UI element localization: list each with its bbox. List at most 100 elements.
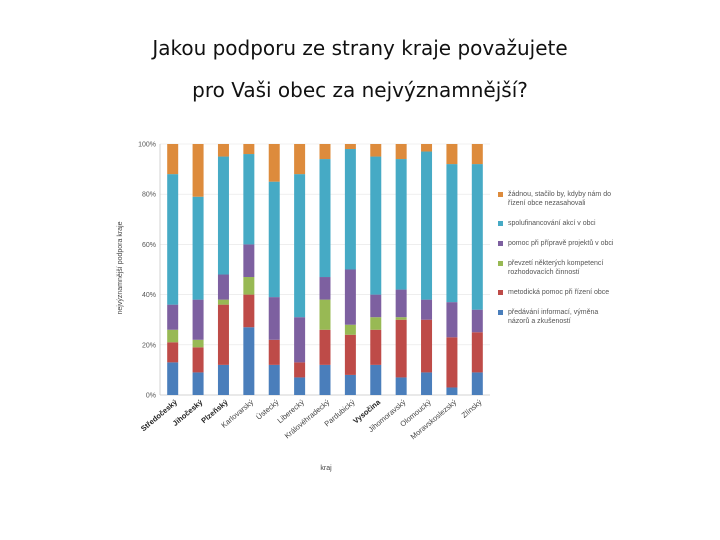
bar-segment: [167, 329, 179, 343]
bar-segment: [268, 144, 280, 182]
y-axis-label: nejvýznamnější podpora kraje: [117, 221, 124, 314]
legend-swatch: [498, 221, 503, 226]
bar-segment: [471, 144, 483, 165]
bar-segment: [243, 244, 255, 278]
bar-segment: [446, 387, 458, 395]
bar-segment: [395, 319, 407, 378]
legend-item: převzetí některých kompetencí rozhodovac…: [498, 259, 618, 277]
x-category-label: Středočeský: [139, 397, 180, 433]
bar-segment: [319, 364, 331, 395]
bar-segment: [268, 181, 280, 298]
bar-segment: [471, 164, 483, 310]
bar-segment: [421, 299, 433, 320]
bar-segment: [395, 317, 407, 320]
bar-segment: [446, 164, 458, 303]
bar-segment: [370, 144, 382, 157]
legend-label: spolufinancování akcí v obci: [508, 220, 596, 227]
bar-segment: [243, 144, 255, 155]
legend-label: žádnou, stačilo by, kdyby nám do řízení …: [508, 191, 611, 207]
bar-segment: [344, 144, 356, 150]
bar-segment: [446, 337, 458, 388]
legend-swatch: [498, 192, 503, 197]
bar-segment: [471, 309, 483, 333]
legend-swatch: [498, 241, 503, 246]
legend-item: pomoc při přípravě projektů v obci: [498, 239, 618, 248]
bar-segment: [167, 144, 179, 175]
bar-segment: [217, 274, 229, 300]
y-tick-label: 100%: [138, 142, 156, 149]
bar-segment: [294, 174, 306, 318]
bar-segment: [192, 144, 204, 197]
bar-segment: [192, 339, 204, 348]
bar-segment: [217, 144, 229, 157]
bar-segment: [471, 332, 483, 373]
bar-segment: [167, 342, 179, 363]
bar-segment: [395, 159, 407, 290]
bar-segment: [192, 299, 204, 340]
bar-segment: [446, 144, 458, 165]
legend-label: převzetí některých kompetencí rozhodovac…: [508, 260, 604, 276]
bar-segment: [167, 174, 179, 305]
legend-item: žádnou, stačilo by, kdyby nám do řízení …: [498, 190, 618, 208]
bar-segment: [370, 156, 382, 295]
bar-segment: [243, 294, 255, 328]
bar-segment: [319, 159, 331, 278]
bar-segment: [370, 364, 382, 395]
x-category-label: Moravskoslezský: [409, 397, 459, 441]
bar-segment: [217, 364, 229, 395]
bar-segment: [319, 277, 331, 300]
legend-item: metodická pomoc při řízení obce: [498, 288, 618, 297]
bar-segment: [319, 329, 331, 365]
y-tick-label: 40%: [142, 292, 156, 299]
bar-segment: [167, 304, 179, 330]
bar-segment: [167, 362, 179, 395]
bar-segment: [319, 299, 331, 330]
bar-segment: [370, 329, 382, 365]
slide-title-line-1: Jakou podporu ze strany kraje považujete: [152, 36, 568, 60]
bar-segment: [192, 372, 204, 395]
bar-segment: [294, 317, 306, 363]
bar-segment: [421, 151, 433, 300]
legend-label: pomoc při přípravě projektů v obci: [508, 240, 614, 247]
bar-segment: [294, 377, 306, 395]
legend-swatch: [498, 290, 503, 295]
bar-segment: [471, 372, 483, 395]
chart-legend: žádnou, stačilo by, kdyby nám do řízení …: [498, 190, 618, 337]
legend-label: metodická pomoc při řízení obce: [508, 289, 610, 296]
x-category-label: Zlínský: [460, 397, 484, 419]
bar-segment: [243, 154, 255, 245]
bar-segment: [217, 299, 229, 305]
bar-segment: [217, 156, 229, 275]
bar-segment: [268, 297, 280, 340]
legend-item: předávání informací, výměna názorů a zku…: [498, 308, 618, 326]
bar-segment: [268, 339, 280, 365]
legend-item: spolufinancování akcí v obci: [498, 219, 618, 228]
legend-swatch: [498, 310, 503, 315]
bar-segment: [421, 319, 433, 373]
bar-segment: [294, 362, 306, 378]
bar-segment: [395, 377, 407, 395]
y-tick-label: 80%: [142, 192, 156, 199]
bar-segment: [421, 372, 433, 395]
x-axis-label: kraj: [320, 465, 332, 472]
bar-segment: [395, 289, 407, 318]
bar-segment: [192, 196, 204, 300]
legend-label: předávání informací, výměna názorů a zku…: [508, 309, 599, 325]
bar-segment: [344, 374, 356, 395]
bar-segment: [421, 144, 433, 152]
bar-segment: [395, 144, 407, 160]
y-tick-label: 20%: [142, 342, 156, 349]
bar-segment: [344, 269, 356, 325]
y-tick-label: 0%: [146, 393, 156, 400]
bar-segment: [217, 304, 229, 365]
bar-segment: [268, 364, 280, 395]
bar-segment: [192, 347, 204, 373]
bar-segment: [344, 334, 356, 375]
y-tick-label: 60%: [142, 242, 156, 249]
bar-segment: [344, 149, 356, 270]
bar-segment: [370, 317, 382, 330]
bar-segment: [344, 324, 356, 335]
bar-segment: [294, 144, 306, 175]
bar-segment: [446, 302, 458, 338]
